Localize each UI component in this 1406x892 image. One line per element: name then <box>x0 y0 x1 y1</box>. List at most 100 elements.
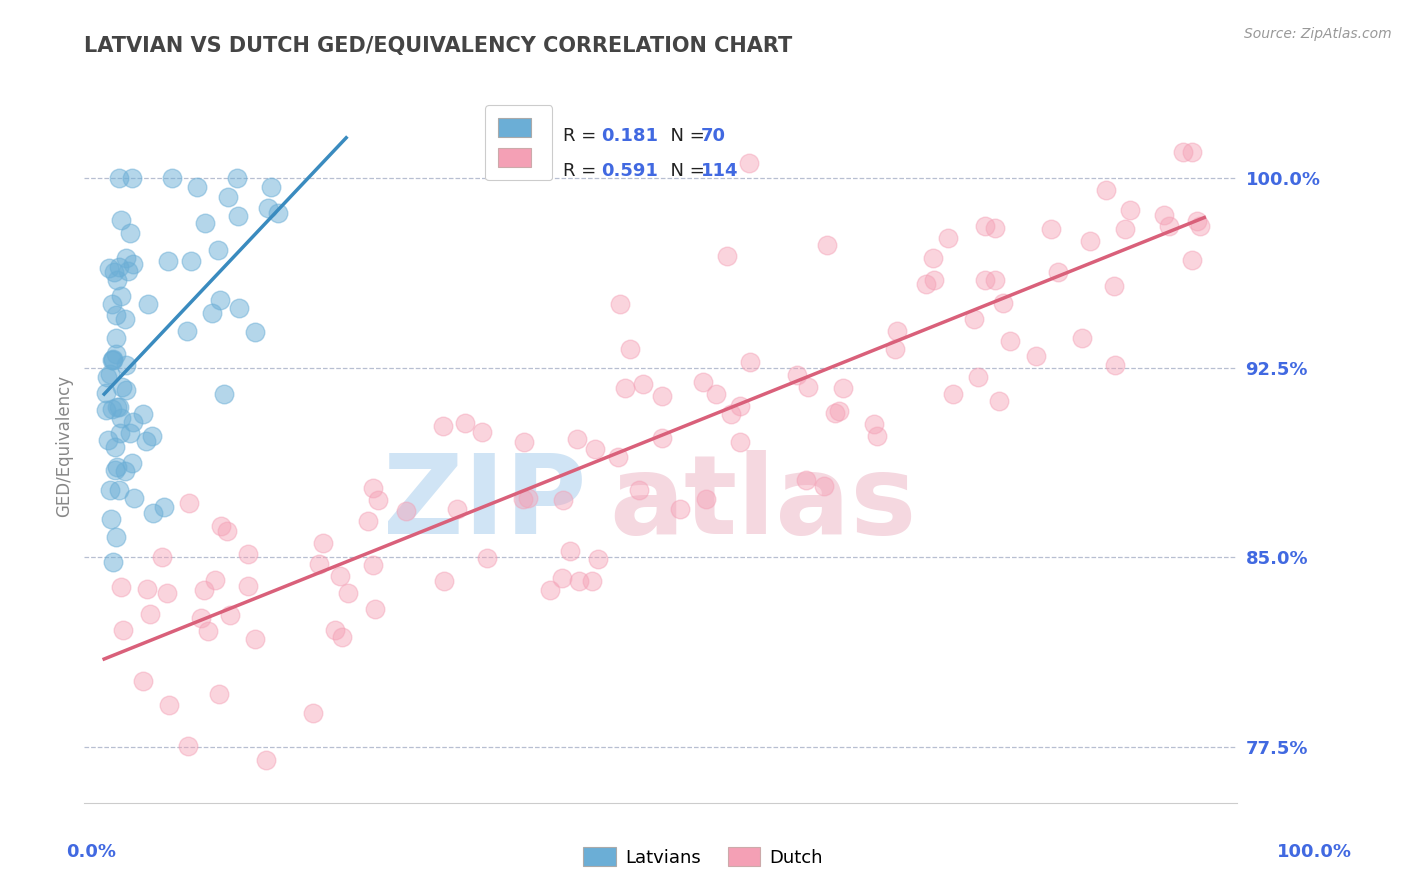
Point <box>105 308 128 322</box>
Text: LATVIAN VS DUTCH GED/EQUIVALENCY CORRELATION CHART: LATVIAN VS DUTCH GED/EQUIVALENCY CORRELA… <box>84 36 793 55</box>
Point <box>832 381 855 395</box>
Point <box>716 249 738 263</box>
Point <box>135 434 157 448</box>
Point <box>446 502 468 516</box>
Point <box>619 343 641 357</box>
Text: ZIP: ZIP <box>382 450 586 557</box>
Point <box>613 381 636 395</box>
Legend: , : , <box>485 105 553 180</box>
Point <box>886 324 908 338</box>
Point <box>938 231 960 245</box>
Point <box>107 401 129 415</box>
Point <box>104 463 127 477</box>
Text: 0.181: 0.181 <box>600 127 658 145</box>
Point <box>1157 219 1180 234</box>
Point <box>114 312 136 326</box>
Point <box>101 352 124 367</box>
Point <box>815 237 838 252</box>
Point <box>105 331 128 345</box>
Point <box>107 260 129 274</box>
Point <box>302 706 325 721</box>
Point <box>105 400 128 414</box>
Text: Source: ZipAtlas.com: Source: ZipAtlas.com <box>1244 27 1392 41</box>
Point <box>121 170 143 185</box>
Point <box>215 524 238 539</box>
Point <box>254 753 277 767</box>
Text: atlas: atlas <box>609 450 917 557</box>
Point <box>974 219 997 234</box>
Point <box>567 432 589 446</box>
Point <box>883 342 905 356</box>
Point <box>651 389 673 403</box>
Text: 100.0%: 100.0% <box>1277 843 1353 861</box>
Point <box>1095 183 1118 197</box>
Point <box>1102 279 1125 293</box>
Point <box>101 352 124 367</box>
Point <box>1025 349 1047 363</box>
Text: N =: N = <box>658 162 710 180</box>
Text: R =: R = <box>562 127 602 145</box>
Point <box>1185 213 1208 227</box>
Point <box>1040 222 1063 236</box>
Y-axis label: GED/Equivalency: GED/Equivalency <box>55 375 73 517</box>
Point <box>609 297 631 311</box>
Point <box>180 254 202 268</box>
Point <box>607 450 630 465</box>
Point <box>139 607 162 622</box>
Point <box>100 297 122 311</box>
Point <box>101 353 124 368</box>
Point <box>209 518 232 533</box>
Point <box>1180 252 1202 267</box>
Point <box>115 252 138 266</box>
Point <box>915 277 938 291</box>
Point <box>512 492 534 507</box>
Point <box>984 273 1007 287</box>
Point <box>105 273 128 287</box>
Point <box>395 504 418 518</box>
Point <box>105 460 128 475</box>
Point <box>217 190 239 204</box>
Point <box>477 551 499 566</box>
Point <box>103 265 125 279</box>
Point <box>922 273 945 287</box>
Point <box>97 260 120 275</box>
Point <box>226 209 249 223</box>
Point <box>862 417 884 431</box>
Point <box>558 544 581 558</box>
Point <box>581 574 603 588</box>
Point <box>186 180 208 194</box>
Point <box>141 429 163 443</box>
Point <box>1046 265 1069 279</box>
Point <box>454 416 477 430</box>
Point <box>177 739 200 753</box>
Point <box>551 571 574 585</box>
Point <box>432 419 454 434</box>
Point <box>142 506 165 520</box>
Text: R =: R = <box>562 162 602 180</box>
Point <box>117 264 139 278</box>
Point <box>190 611 212 625</box>
Point <box>568 574 591 588</box>
Point <box>692 376 714 390</box>
Point <box>150 550 173 565</box>
Point <box>122 491 145 505</box>
Point <box>256 201 278 215</box>
Point <box>363 602 385 616</box>
Point <box>828 404 851 418</box>
Point <box>586 552 609 566</box>
Point <box>225 170 247 185</box>
Text: 0.591: 0.591 <box>600 162 658 180</box>
Point <box>138 297 160 311</box>
Point <box>323 623 346 637</box>
Point <box>245 325 267 339</box>
Point <box>160 170 183 185</box>
Point <box>112 624 135 638</box>
Point <box>108 483 131 497</box>
Point <box>100 512 122 526</box>
Point <box>433 574 456 588</box>
Point <box>177 496 200 510</box>
Text: 70: 70 <box>702 127 725 145</box>
Point <box>103 555 125 569</box>
Point <box>157 698 180 712</box>
Point <box>219 608 242 623</box>
